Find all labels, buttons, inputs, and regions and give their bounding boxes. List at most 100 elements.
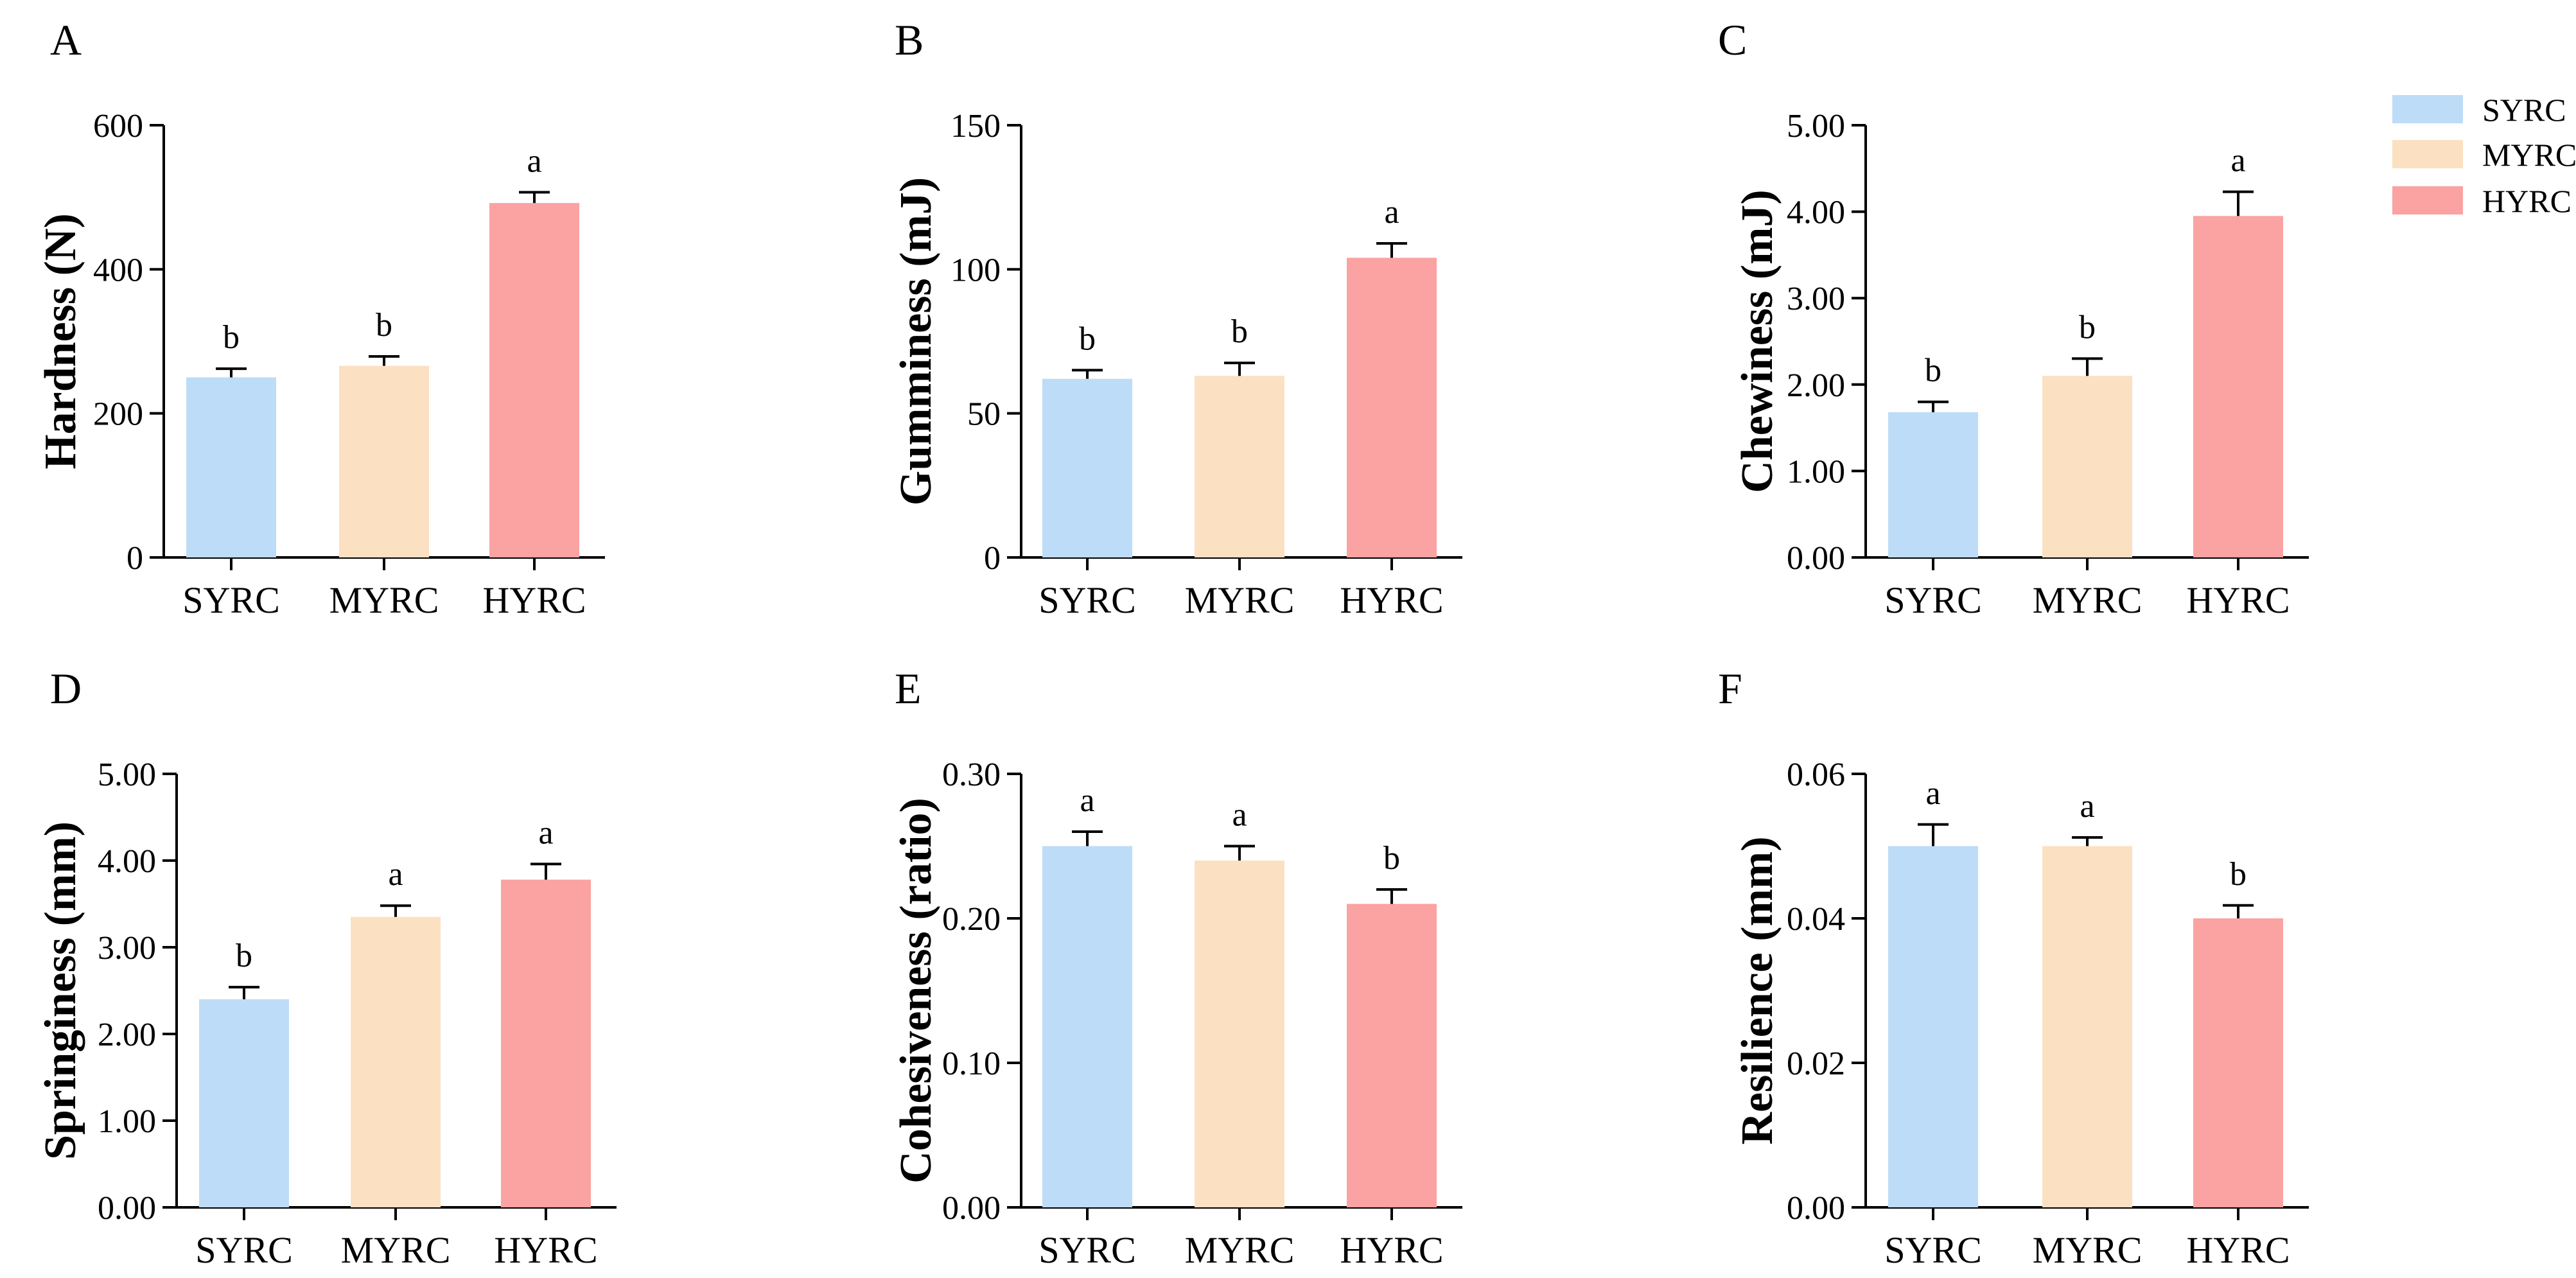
bar-b-myrc (1195, 376, 1284, 557)
x-tick-label-f-syrc: SYRC (1884, 1229, 1982, 1271)
significance-label-c-myrc: b (2079, 309, 2096, 346)
x-tick-label-e-hyrc: HYRC (1340, 1229, 1443, 1271)
y-tick-label-e: 0.20 (942, 901, 1001, 938)
legend-swatch-syrc (2392, 95, 2463, 123)
x-tick-label-c-myrc: MYRC (2033, 579, 2142, 621)
bar-a-hyrc (489, 203, 579, 557)
x-tick-label-d-hyrc: HYRC (494, 1229, 597, 1271)
y-tick-label-d: 5.00 (98, 757, 156, 793)
bar-a-myrc (339, 365, 429, 557)
bar-c-syrc (1888, 412, 1978, 557)
bar-d-hyrc (501, 879, 591, 1207)
significance-label-b-myrc: b (1231, 313, 1248, 350)
significance-label-a-hyrc: a (527, 143, 541, 179)
significance-label-f-myrc: a (2080, 788, 2094, 825)
panel-label-d: D (50, 664, 82, 713)
y-tick-label-f: 0.06 (1787, 757, 1845, 793)
x-tick-label-d-syrc: SYRC (195, 1229, 293, 1271)
panel-label-b: B (895, 15, 924, 64)
y-tick-label-f: 0.04 (1787, 901, 1845, 938)
x-tick-label-b-myrc: MYRC (1185, 579, 1295, 621)
y-tick-label-d: 4.00 (98, 843, 156, 880)
bar-d-syrc (199, 999, 289, 1207)
bar-e-myrc (1195, 861, 1284, 1207)
significance-label-a-myrc: b (376, 307, 392, 344)
y-axis-title-c: Chewiness (mJ) (1733, 189, 1782, 493)
y-axis-title-b: Gumminess (mJ) (891, 177, 941, 505)
y-tick-label-c: 2.00 (1787, 367, 1845, 404)
y-tick-label-c: 0.00 (1787, 540, 1845, 577)
y-tick-label-e: 0.10 (942, 1046, 1001, 1082)
x-tick-label-f-hyrc: HYRC (2186, 1229, 2290, 1271)
significance-label-c-hyrc: a (2230, 143, 2245, 179)
y-tick-label-a: 400 (93, 252, 143, 288)
y-tick-label-b: 150 (951, 108, 1001, 144)
y-axis-title-a: Hardness (N) (36, 213, 85, 469)
significance-label-d-hyrc: a (538, 814, 553, 851)
y-tick-label-b: 0 (984, 540, 1001, 577)
x-tick-label-e-myrc: MYRC (1185, 1229, 1295, 1271)
y-tick-label-b: 100 (951, 252, 1001, 288)
y-tick-label-c: 3.00 (1787, 281, 1845, 317)
x-tick-label-e-syrc: SYRC (1038, 1229, 1136, 1271)
bar-e-syrc (1042, 846, 1132, 1207)
bar-e-hyrc (1347, 904, 1437, 1207)
x-tick-label-a-hyrc: HYRC (482, 579, 586, 621)
legend-label-syrc: SYRC (2482, 92, 2566, 128)
significance-label-f-hyrc: b (2230, 856, 2247, 893)
x-tick-label-c-hyrc: HYRC (2186, 579, 2290, 621)
bar-b-syrc (1042, 378, 1132, 557)
x-tick-label-b-hyrc: HYRC (1340, 579, 1443, 621)
significance-label-e-syrc: a (1080, 782, 1094, 819)
bar-b-hyrc (1347, 258, 1437, 557)
bar-f-syrc (1888, 846, 1978, 1207)
y-tick-label-a: 200 (93, 396, 143, 433)
x-tick-label-d-myrc: MYRC (341, 1229, 451, 1271)
y-tick-label-f: 0.02 (1787, 1046, 1845, 1082)
y-tick-label-f: 0.00 (1787, 1190, 1845, 1227)
x-tick-label-a-syrc: SYRC (182, 579, 280, 621)
significance-label-b-syrc: b (1079, 320, 1096, 357)
y-tick-label-e: 0.30 (942, 757, 1001, 793)
panel-label-f: F (1718, 664, 1742, 713)
panel-label-a: A (50, 15, 82, 64)
y-tick-label-e: 0.00 (942, 1190, 1001, 1227)
bar-a-syrc (186, 377, 276, 557)
y-tick-label-c: 4.00 (1787, 195, 1845, 231)
panel-label-c: C (1718, 15, 1747, 64)
y-tick-label-d: 3.00 (98, 930, 156, 967)
bar-d-myrc (351, 916, 441, 1207)
significance-label-d-myrc: a (388, 856, 403, 893)
y-tick-label-b: 50 (967, 396, 1001, 433)
significance-label-c-syrc: b (1925, 353, 1941, 389)
legend-label-hyrc: HYRC (2482, 183, 2572, 219)
bar-f-hyrc (2193, 918, 2283, 1207)
x-tick-label-c-syrc: SYRC (1884, 579, 1982, 621)
y-tick-label-c: 5.00 (1787, 108, 1845, 144)
significance-label-b-hyrc: a (1384, 194, 1399, 231)
significance-label-f-syrc: a (1925, 775, 1940, 812)
significance-label-a-syrc: b (223, 319, 240, 356)
significance-label-e-myrc: a (1232, 797, 1247, 834)
y-tick-label-a: 600 (93, 108, 143, 144)
y-tick-label-a: 0 (127, 540, 143, 577)
x-tick-label-a-myrc: MYRC (329, 579, 439, 621)
y-axis-title-e: Cohesiveness (ratio) (891, 798, 941, 1184)
significance-label-e-hyrc: b (1383, 840, 1400, 877)
legend-label-myrc: MYRC (2482, 137, 2576, 173)
y-axis-title-f: Resilience (mm) (1733, 836, 1782, 1144)
x-tick-label-f-myrc: MYRC (2033, 1229, 2142, 1271)
bar-f-myrc (2042, 846, 2132, 1207)
y-tick-label-d: 2.00 (98, 1017, 156, 1053)
significance-label-d-syrc: b (236, 938, 252, 974)
bar-c-hyrc (2193, 216, 2283, 558)
y-tick-label-c: 1.00 (1787, 453, 1845, 490)
legend-swatch-hyrc (2392, 186, 2463, 214)
x-tick-label-b-syrc: SYRC (1038, 579, 1136, 621)
panel-label-e: E (895, 664, 922, 713)
y-tick-label-d: 1.00 (98, 1103, 156, 1140)
y-tick-label-d: 0.00 (98, 1190, 156, 1227)
bar-c-myrc (2042, 376, 2132, 557)
y-axis-title-d: Springiness (mm) (36, 821, 85, 1160)
